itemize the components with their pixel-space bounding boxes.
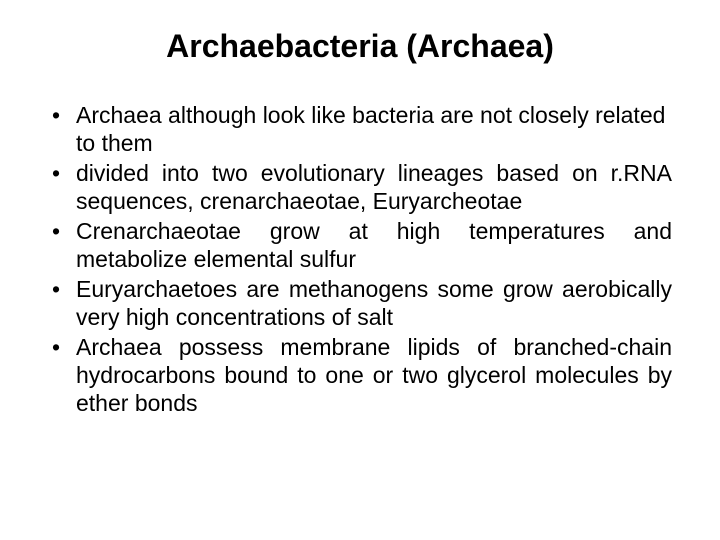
list-item: Archaea although look like bacteria are … — [48, 101, 672, 157]
list-item: Crenarchaeotae grow at high temperatures… — [48, 217, 672, 273]
bullet-list: Archaea although look like bacteria are … — [48, 101, 672, 418]
slide-title: Archaebacteria (Archaea) — [48, 28, 672, 65]
list-item: Archaea possess membrane lipids of branc… — [48, 333, 672, 417]
list-item: Euryarchaetoes are methanogens some grow… — [48, 275, 672, 331]
slide: Archaebacteria (Archaea) Archaea althoug… — [0, 0, 720, 540]
list-item: divided into two evolutionary lineages b… — [48, 159, 672, 215]
